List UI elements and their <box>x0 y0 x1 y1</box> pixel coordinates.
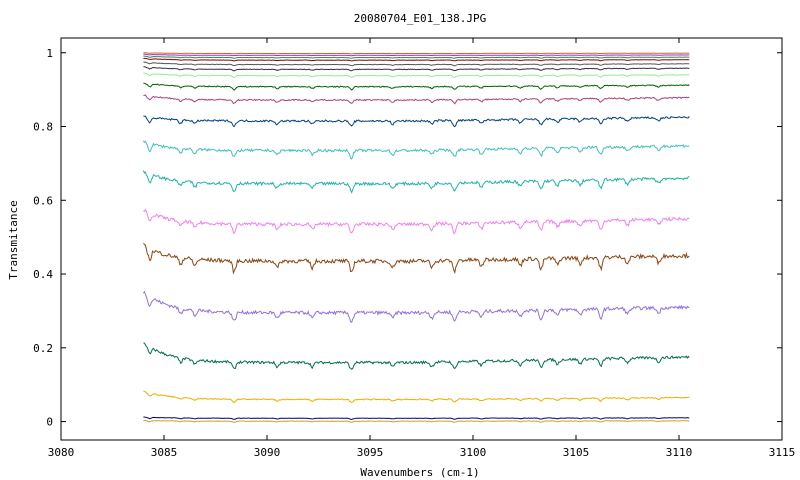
chart-title: 20080704_E01_138.JPG <box>354 12 486 25</box>
y-axis-label: Transmitance <box>7 200 20 279</box>
spectrum-series-line <box>143 57 690 62</box>
spectrum-series-line <box>143 66 690 72</box>
x-axis: 3080 3085 3090 3095 3100 3105 3110 3115 <box>48 38 796 459</box>
plot-frame <box>60 37 783 441</box>
spectrum-series-line <box>143 208 690 234</box>
series-lines <box>142 52 690 423</box>
spectrum-series-line <box>143 342 690 370</box>
y-tick-label: 0.8 <box>33 121 53 134</box>
y-tick-label: 0.4 <box>33 268 53 281</box>
spectrum-series-line <box>143 243 690 275</box>
spectrum-series-line <box>143 82 690 91</box>
x-tick-label: 3100 <box>460 446 487 459</box>
y-axis: 0 0.2 0.4 0.6 0.8 1 <box>33 47 782 429</box>
spectrum-series-line <box>143 53 690 57</box>
x-tick-label: 3090 <box>254 446 281 459</box>
y-tick-label: 0.6 <box>33 194 53 207</box>
y-tick-label: 0 <box>46 416 53 429</box>
x-axis-label: Wavenumbers (cm-1) <box>360 466 479 479</box>
spectrum-series-line <box>143 61 690 67</box>
y-tick-label: 0.2 <box>33 342 53 355</box>
spectrum-series-line <box>142 290 690 323</box>
spectrum-series-line <box>143 419 690 423</box>
x-tick-label: 3115 <box>769 446 796 459</box>
x-tick-label: 3110 <box>666 446 693 459</box>
spectrum-series-line <box>143 72 690 79</box>
spectrum-series-line <box>143 390 690 404</box>
x-tick-label: 3085 <box>151 446 178 459</box>
y-tick-label: 1 <box>46 47 53 60</box>
x-tick-label: 3095 <box>357 446 384 459</box>
spectrum-series-line <box>143 115 690 128</box>
x-tick-label: 3080 <box>48 446 75 459</box>
x-tick-label: 3105 <box>563 446 590 459</box>
spectrum-series-line <box>143 416 690 420</box>
spectrum-series-line <box>143 94 690 105</box>
spectrum-series-line <box>143 52 690 55</box>
spectrum-series-line <box>142 140 690 160</box>
spectrum-series-line <box>142 170 690 194</box>
spectrum-series-line <box>143 55 690 59</box>
